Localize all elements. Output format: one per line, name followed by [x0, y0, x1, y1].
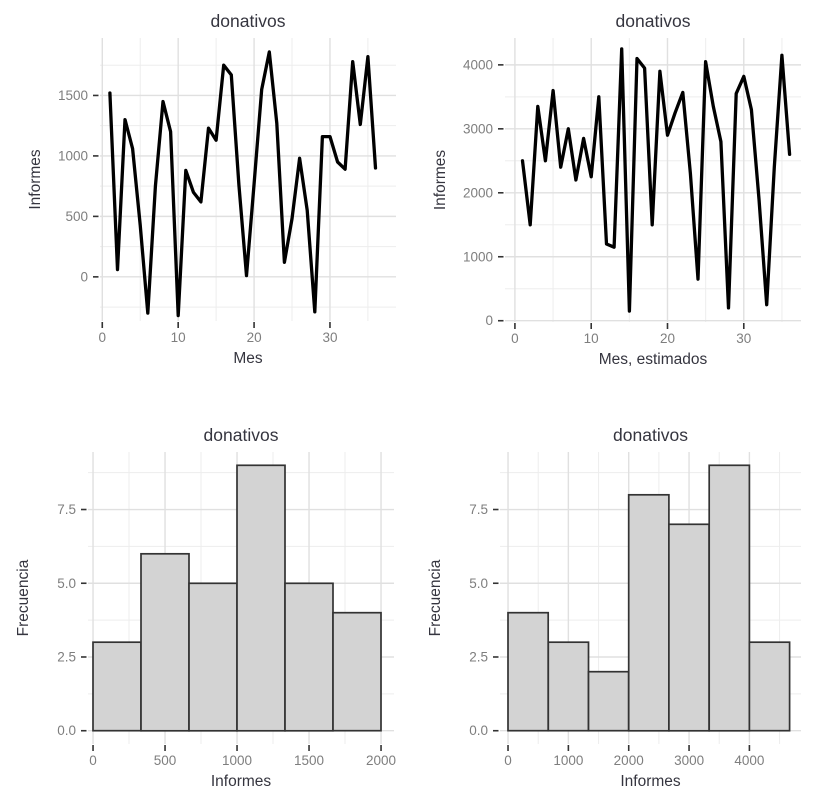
line-chart-informes-mes-estimados: 0 10 20 30 0 1000 2000 3000 4000 donativos Mes, es… [432, 11, 801, 368]
y-tick-label: 7.5 [57, 502, 76, 517]
histogram-bar [587, 670, 630, 732]
x-tick-label: 2000 [366, 753, 396, 768]
line-chart-informes-mes: 0 10 20 30 0 500 1000 1500 donativos Mes Informes [27, 11, 396, 367]
y-tick-label: 0.0 [469, 723, 488, 738]
x-tick-label: 20 [247, 330, 262, 345]
data-series-line [108, 50, 378, 318]
x-tick-label: 20 [660, 331, 675, 346]
x-tick-label: 2000 [614, 753, 644, 768]
x-axis-label: Mes, estimados [599, 351, 708, 368]
chart-cell-line-mes: 0 10 20 30 0 500 1000 1500 donativos Mes Informes [0, 0, 405, 400]
histogram-bar [332, 611, 382, 732]
data-series-line [520, 47, 792, 313]
y-tick-label: 0 [80, 269, 88, 284]
x-tick-label: 10 [171, 330, 186, 345]
histogram-chart-informes-estimados: 0 1000 2000 3000 4000 0.0 2.5 5.0 7.5 donativos In… [427, 425, 801, 790]
y-tick-label: 5.0 [469, 576, 488, 591]
chart-cell-histogram-informes: 0 500 1000 1500 2000 0.0 2.5 5.0 7.5 donativos Inf… [0, 400, 405, 806]
histogram-bar [140, 552, 190, 732]
chart-title: donativos [211, 11, 286, 31]
y-tick-label: 1000 [58, 148, 88, 163]
y-tick-label: 4000 [463, 57, 493, 72]
y-tick-label: 2.5 [469, 650, 488, 665]
x-axis-label: Informes [211, 773, 272, 790]
x-tick-label: 0 [99, 330, 107, 345]
histogram-bar [507, 611, 550, 732]
chart-title: donativos [613, 425, 688, 445]
histogram-bar [668, 523, 710, 732]
y-axis-label: Informes [27, 149, 44, 210]
y-axis-label: Frecuencia [427, 559, 444, 636]
histogram-bar [547, 641, 590, 732]
chart-cell-histogram-informes-estimados: 0 1000 2000 3000 4000 0.0 2.5 5.0 7.5 donativos In… [405, 400, 815, 806]
y-tick-label: 2000 [463, 185, 493, 200]
y-tick-label: 500 [65, 209, 88, 224]
chart-cell-line-mes-estimados: 0 10 20 30 0 1000 2000 3000 4000 donativos Mes, es… [405, 0, 815, 400]
y-tick-label: 2.5 [57, 650, 76, 665]
x-tick-label: 30 [736, 331, 751, 346]
chart-title: donativos [616, 11, 691, 31]
x-axis-label: Informes [620, 773, 681, 790]
histogram-bar [708, 464, 751, 732]
y-tick-label: 0 [485, 313, 493, 328]
histogram-bar [236, 464, 286, 732]
x-tick-label: 0 [89, 753, 97, 768]
y-tick-label: 7.5 [469, 502, 488, 517]
histogram-bar [748, 641, 791, 732]
y-axis-label: Frecuencia [15, 559, 32, 636]
histogram-chart-informes: 0 500 1000 1500 2000 0.0 2.5 5.0 7.5 donativos Inf… [15, 425, 396, 790]
histogram-bar [92, 641, 142, 732]
x-tick-label: 0 [504, 753, 512, 768]
x-tick-label: 1000 [553, 753, 583, 768]
histogram-bar [627, 493, 670, 732]
x-tick-label: 500 [154, 753, 177, 768]
x-tick-label: 1000 [222, 753, 252, 768]
histogram-bar [284, 582, 334, 732]
x-tick-label: 4000 [734, 753, 764, 768]
x-tick-label: 0 [511, 331, 519, 346]
y-tick-label: 0.0 [57, 723, 76, 738]
y-tick-label: 1500 [58, 88, 88, 103]
x-tick-label: 30 [322, 330, 337, 345]
x-tick-label: 10 [584, 331, 599, 346]
y-tick-label: 3000 [463, 121, 493, 136]
y-axis-label: Informes [432, 150, 449, 211]
x-tick-label: 1500 [294, 753, 324, 768]
x-tick-label: 3000 [674, 753, 704, 768]
chart-title: donativos [204, 425, 279, 445]
histogram-bar [188, 582, 238, 732]
y-tick-label: 1000 [463, 249, 493, 264]
x-axis-label: Mes [233, 350, 263, 367]
y-tick-label: 5.0 [57, 576, 76, 591]
